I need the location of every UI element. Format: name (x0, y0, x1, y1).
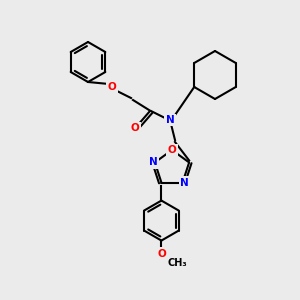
Text: O: O (108, 82, 116, 92)
Text: O: O (157, 249, 166, 259)
Text: N: N (166, 115, 174, 125)
Text: N: N (148, 158, 157, 167)
Text: CH₃: CH₃ (168, 258, 187, 268)
Text: O: O (168, 145, 176, 155)
Text: N: N (180, 178, 189, 188)
Text: O: O (130, 123, 140, 133)
